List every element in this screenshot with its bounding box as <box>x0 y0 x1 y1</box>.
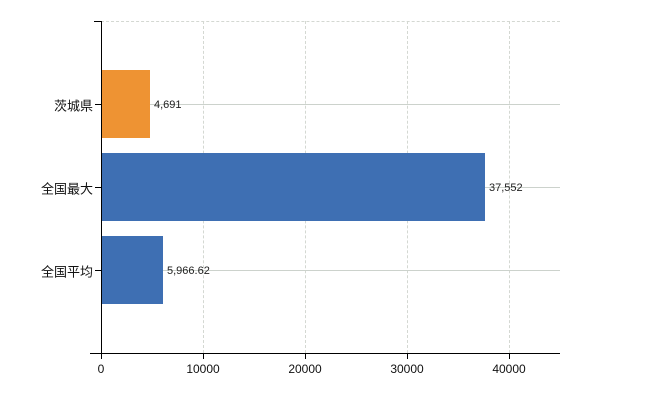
bar-value-label: 5,966.62 <box>167 265 210 277</box>
category-label: 全国最大 <box>40 181 93 197</box>
category-label: 全国平均 <box>40 264 93 280</box>
y-axis-tick <box>95 187 101 188</box>
x-axis-tick-label: 0 <box>97 362 105 376</box>
bar-1 <box>102 70 150 138</box>
x-axis-tick <box>407 353 408 359</box>
plot-top-border <box>101 21 560 22</box>
x-axis-tick <box>509 353 510 359</box>
x-axis-tick-label: 30000 <box>390 362 424 376</box>
bar-3 <box>102 236 163 304</box>
x-axis-line <box>90 353 560 354</box>
x-axis-tick-label: 20000 <box>288 362 322 376</box>
y-axis-end-tick <box>94 21 101 22</box>
x-axis-tick <box>305 353 306 359</box>
x-axis-tick-label: 40000 <box>492 362 526 376</box>
bar-value-label: 37,552 <box>489 182 523 194</box>
category-label: 茨城県 <box>53 98 93 114</box>
category-gridline <box>101 270 560 271</box>
bar-2 <box>102 153 485 221</box>
category-gridline <box>101 104 560 105</box>
y-axis-line <box>101 21 102 354</box>
x-axis-tick-label: 10000 <box>186 362 220 376</box>
bar-value-label: 4,691 <box>154 99 182 111</box>
y-axis-tick <box>95 104 101 105</box>
y-axis-tick <box>95 270 101 271</box>
x-axis-tick <box>203 353 204 359</box>
x-axis-tick <box>101 353 102 359</box>
